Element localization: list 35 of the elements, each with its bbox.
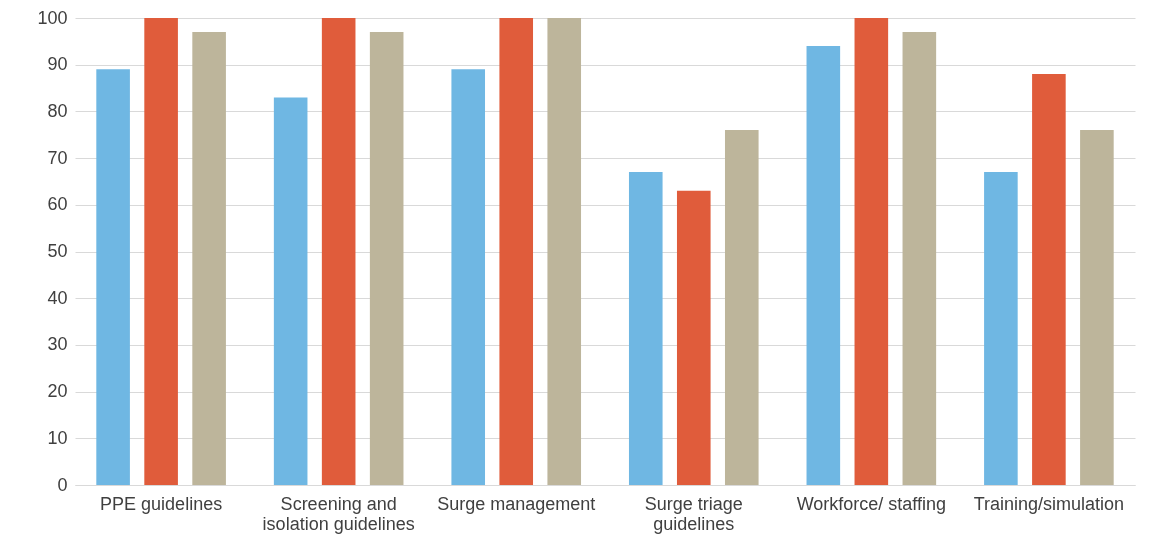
y-tick-label: 80	[47, 100, 68, 121]
bar	[724, 130, 759, 485]
y-tick-label: 100	[37, 7, 68, 28]
x-tick-label: Workforce/ staffing	[796, 493, 947, 514]
y-tick-label: 0	[57, 474, 68, 495]
bar	[902, 32, 937, 485]
bar	[984, 172, 1018, 485]
bar	[499, 18, 534, 485]
bar	[854, 18, 889, 485]
x-tick-label: Surge management	[437, 493, 596, 514]
y-tick-label: 20	[47, 381, 68, 402]
x-tick-label: PPE guidelines	[100, 493, 223, 514]
bar	[451, 69, 486, 485]
x-tick-label: Surge triage guidelines	[644, 493, 743, 534]
bar	[144, 18, 178, 485]
y-tick-label: 40	[47, 287, 68, 308]
y-tick-label: 70	[47, 147, 68, 168]
bar	[806, 46, 841, 485]
y-tick-label: 90	[47, 54, 68, 75]
bar	[628, 172, 663, 485]
bar	[369, 32, 404, 485]
y-tick-label: 30	[47, 334, 68, 355]
y-tick-label: 50	[47, 241, 68, 261]
bar	[192, 32, 226, 485]
y-tick-label: 60	[47, 194, 68, 215]
y-tick-label: 10	[47, 427, 68, 448]
bar	[321, 18, 356, 485]
x-tick-label: Screening and isolation guidelines	[262, 493, 415, 534]
bar	[547, 18, 582, 485]
bar	[676, 190, 711, 485]
bar	[1080, 130, 1114, 485]
x-tick-label: Training/simulation	[973, 493, 1125, 514]
bar	[1032, 74, 1066, 485]
bar	[273, 97, 308, 485]
bar	[96, 69, 130, 485]
